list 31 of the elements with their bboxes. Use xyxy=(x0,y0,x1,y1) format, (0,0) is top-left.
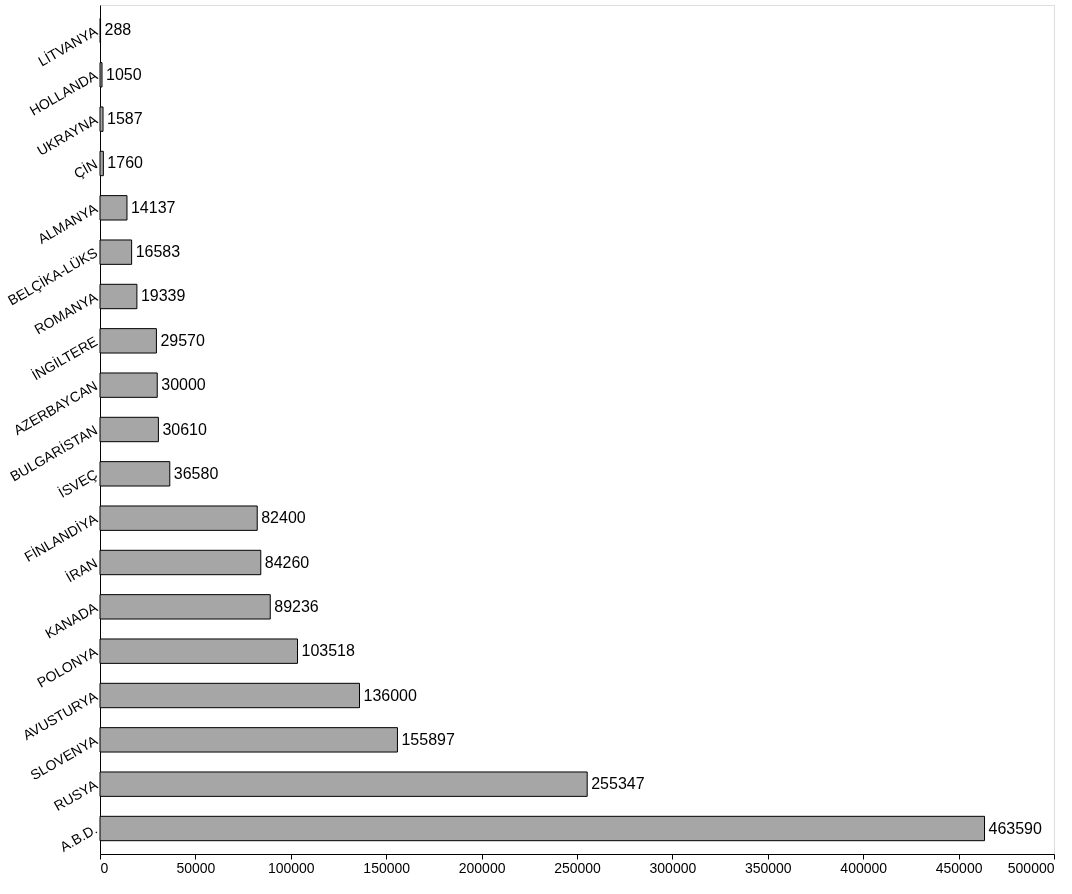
x-tick-label: 0 xyxy=(100,859,109,876)
data-label: 1760 xyxy=(107,154,144,172)
data-label: 288 xyxy=(104,21,132,39)
data-label: 103518 xyxy=(301,642,355,660)
x-tick-label: 100000 xyxy=(267,859,315,876)
data-label: 155897 xyxy=(401,730,455,748)
x-tick-label: 500000 xyxy=(1007,859,1055,876)
x-tick-label: 200000 xyxy=(458,859,506,876)
data-label: 89236 xyxy=(274,597,319,615)
data-label: 463590 xyxy=(988,819,1043,837)
data-label: 84260 xyxy=(264,553,310,571)
x-tick-label: 300000 xyxy=(649,859,697,876)
data-label: 255347 xyxy=(591,775,645,793)
x-tick-label: 350000 xyxy=(744,859,792,876)
data-label: 16583 xyxy=(135,243,181,261)
y-tick-label: ÇİN xyxy=(70,154,100,182)
data-label: 29570 xyxy=(160,331,206,349)
x-tick-label: 150000 xyxy=(363,859,411,876)
data-label: 14137 xyxy=(130,198,176,216)
data-label: 82400 xyxy=(261,509,306,527)
data-label: 19339 xyxy=(140,287,186,305)
data-label: 1050 xyxy=(106,65,142,83)
data-label: 30610 xyxy=(162,420,207,438)
x-tick-label: 450000 xyxy=(935,859,983,876)
x-tick-label: 250000 xyxy=(554,859,602,876)
data-label: 36580 xyxy=(173,464,219,482)
data-label: 30000 xyxy=(161,376,206,394)
x-tick-label: 50000 xyxy=(176,859,216,876)
data-label: 136000 xyxy=(363,686,417,704)
x-tick-label: 400000 xyxy=(840,859,888,876)
data-label: 1587 xyxy=(107,110,143,128)
